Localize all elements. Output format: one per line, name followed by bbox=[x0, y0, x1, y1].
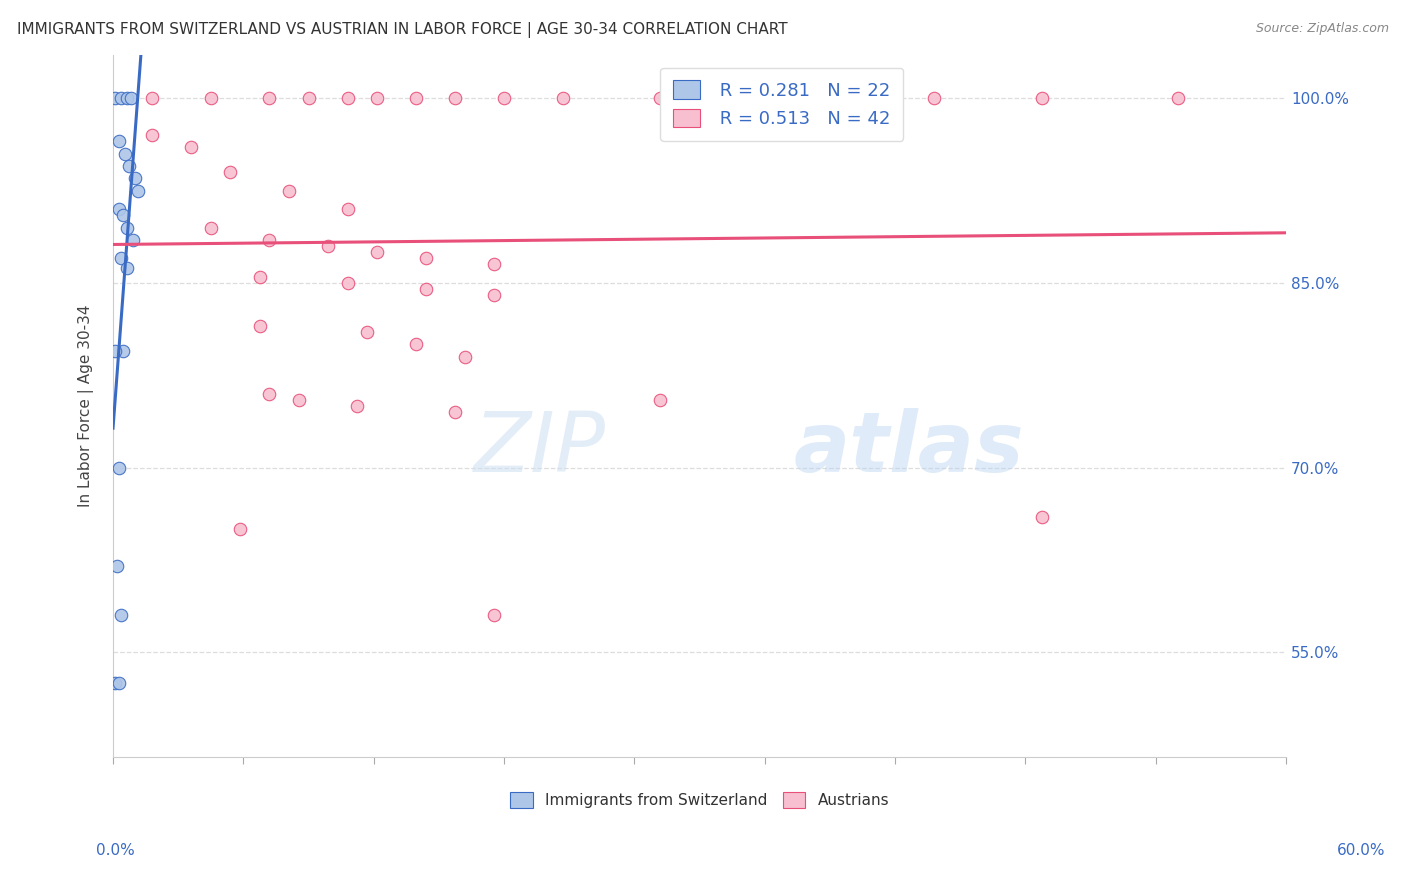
Legend: Immigrants from Switzerland, Austrians: Immigrants from Switzerland, Austrians bbox=[502, 785, 897, 816]
Point bbox=[415, 282, 437, 296]
Text: 0.0%: 0.0% bbox=[96, 843, 135, 858]
Point bbox=[180, 140, 202, 154]
Point bbox=[259, 91, 281, 105]
Point bbox=[1167, 91, 1189, 105]
Point bbox=[105, 559, 128, 574]
Point bbox=[287, 392, 309, 407]
Point bbox=[1031, 91, 1053, 105]
Point bbox=[259, 233, 281, 247]
Point bbox=[492, 91, 515, 105]
Point bbox=[249, 269, 271, 284]
Text: 60.0%: 60.0% bbox=[1337, 843, 1385, 858]
Point bbox=[111, 343, 134, 358]
Point bbox=[118, 159, 141, 173]
Point bbox=[650, 392, 672, 407]
Point bbox=[141, 91, 163, 105]
Point bbox=[650, 91, 672, 105]
Point bbox=[444, 91, 467, 105]
Point bbox=[551, 91, 574, 105]
Point bbox=[229, 522, 252, 536]
Point bbox=[249, 318, 271, 333]
Point bbox=[121, 233, 143, 247]
Point bbox=[484, 288, 506, 302]
Point bbox=[336, 276, 359, 290]
Point bbox=[108, 202, 131, 216]
Point bbox=[108, 134, 131, 148]
Point bbox=[115, 261, 138, 276]
Point bbox=[104, 343, 127, 358]
Point bbox=[356, 325, 378, 339]
Point bbox=[346, 399, 368, 413]
Point bbox=[124, 171, 146, 186]
Point bbox=[454, 350, 477, 364]
Text: IMMIGRANTS FROM SWITZERLAND VS AUSTRIAN IN LABOR FORCE | AGE 30-34 CORRELATION C: IMMIGRANTS FROM SWITZERLAND VS AUSTRIAN … bbox=[17, 22, 787, 38]
Point bbox=[336, 202, 359, 216]
Point bbox=[922, 91, 945, 105]
Point bbox=[110, 252, 132, 266]
Point bbox=[336, 91, 359, 105]
Point bbox=[115, 220, 138, 235]
Point bbox=[484, 608, 506, 623]
Point bbox=[114, 146, 136, 161]
Point bbox=[316, 239, 339, 253]
Text: Source: ZipAtlas.com: Source: ZipAtlas.com bbox=[1256, 22, 1389, 36]
Point bbox=[444, 405, 467, 419]
Point bbox=[366, 91, 388, 105]
Point bbox=[120, 91, 142, 105]
Text: atlas: atlas bbox=[793, 408, 1024, 489]
Point bbox=[127, 184, 149, 198]
Point bbox=[110, 608, 132, 623]
Point bbox=[108, 460, 131, 475]
Text: ZIP: ZIP bbox=[474, 408, 606, 489]
Point bbox=[108, 676, 131, 690]
Point bbox=[111, 208, 134, 222]
Y-axis label: In Labor Force | Age 30-34: In Labor Force | Age 30-34 bbox=[79, 305, 94, 508]
Point bbox=[366, 245, 388, 260]
Point bbox=[297, 91, 319, 105]
Point bbox=[115, 91, 138, 105]
Point bbox=[415, 252, 437, 266]
Point bbox=[200, 220, 222, 235]
Point bbox=[141, 128, 163, 143]
Point bbox=[104, 676, 127, 690]
Point bbox=[405, 337, 427, 351]
Point bbox=[104, 91, 127, 105]
Point bbox=[484, 257, 506, 271]
Point bbox=[278, 184, 301, 198]
Point bbox=[200, 91, 222, 105]
Point bbox=[405, 91, 427, 105]
Point bbox=[259, 386, 281, 401]
Point bbox=[110, 91, 132, 105]
Point bbox=[1031, 509, 1053, 524]
Point bbox=[219, 165, 242, 179]
